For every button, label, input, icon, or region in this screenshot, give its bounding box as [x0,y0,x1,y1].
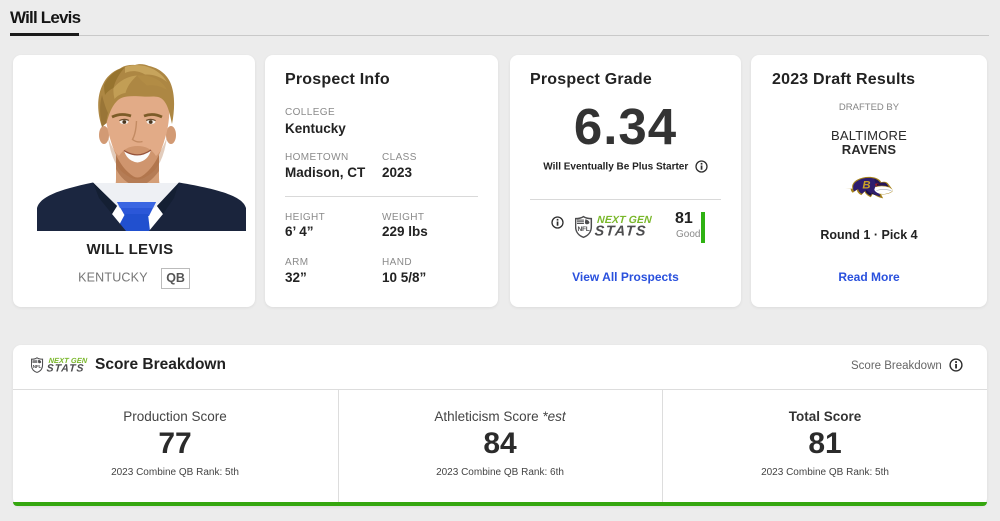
svg-text:STATS: STATS [594,224,647,240]
svg-text:NEXT GEN: NEXT GEN [48,356,88,365]
svg-text:NFL: NFL [33,364,42,369]
svg-text:NEXT GEN: NEXT GEN [597,215,653,226]
svg-text:STATS: STATS [46,363,85,375]
svg-text:NFL: NFL [578,226,590,233]
svg-text:B: B [862,180,870,192]
